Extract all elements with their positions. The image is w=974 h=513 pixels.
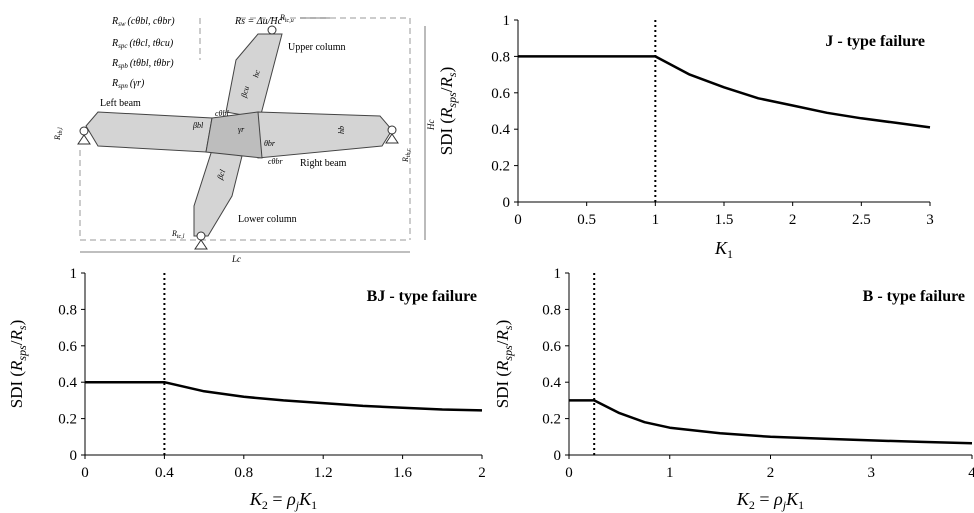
x-tick-label: 4: [968, 465, 974, 481]
support-bottom: [196, 231, 206, 241]
y-tick-label: 1: [503, 13, 511, 29]
label-r-cl: Rtc,l: [171, 229, 185, 240]
label-gamma: γr: [238, 125, 245, 134]
failure-type-label: B - type failure: [863, 288, 965, 305]
support-right: [387, 125, 397, 135]
x-tick-label: 2.5: [852, 212, 871, 228]
label-r-br: Rtb,r: [401, 148, 412, 163]
x-tick-label: 1: [652, 212, 660, 228]
left-beam-shape: [85, 111, 213, 153]
label-r-spb: Rspb (tθbl, tθbr): [111, 58, 174, 70]
label-lower-column: Lower column: [238, 214, 297, 225]
label-r-cu: Rtc,u: [279, 13, 294, 24]
failure-type-label: BJ - type failure: [367, 288, 477, 305]
y-axis-label: SDI (Rsps/Rs): [7, 320, 29, 409]
label-hc-inner: hc: [251, 68, 262, 78]
x-tick-label: 0.8: [234, 465, 253, 481]
y-tick-label: 0.2: [491, 159, 510, 175]
y-tick-label: 0.6: [58, 339, 77, 355]
failure-type-label: J - type failure: [825, 33, 925, 50]
y-tick-label: 0.2: [58, 412, 77, 428]
x-tick-label: 1: [666, 465, 674, 481]
support-left: [79, 126, 89, 136]
label-r-spn: Rspn (γr): [111, 78, 145, 90]
diagram-labels: Rsw (cθbl, cθbr) Rspc (tθcl, tθcu) Rspb (tθ…: [53, 13, 436, 264]
y-tick-label: 0.2: [542, 412, 561, 428]
label-lc: Lc: [231, 254, 241, 264]
y-tick-label: 0.6: [542, 339, 561, 355]
supports: [77, 25, 399, 250]
support-left-triangle: [77, 134, 91, 145]
label-beta-cl: βcl: [215, 168, 227, 182]
x-axis-label: K2 = ρjK1: [736, 489, 804, 512]
label-rs-formula: Rs = Δu/Hc: [234, 16, 283, 27]
right-beam-shape: [257, 111, 393, 159]
x-axis-label: K2 = ρjK1: [249, 489, 317, 512]
chart-bj-type: 0 0.2 0.4 0.6 0.8 1 0 0.4 0.8 1.2 1.6 2 BJ - type fa…: [7, 266, 486, 512]
y-tick-label: 0: [554, 448, 562, 464]
panel-zone-shape: [205, 111, 263, 159]
x-tick-label: 2: [767, 465, 775, 481]
x-tick-label: 0: [81, 465, 89, 481]
x-tick-label: 2: [478, 465, 486, 481]
x-tick-label: 0.5: [577, 212, 596, 228]
x-tick-label: 0.4: [155, 465, 174, 481]
label-beta-bl: βbl: [192, 121, 204, 130]
label-beta-cu: βcu: [239, 85, 251, 99]
series-line: [518, 55, 931, 129]
y-tick-label: 1: [554, 266, 562, 282]
label-right-beam: Right beam: [300, 158, 347, 169]
chart-b-type: 0 0.2 0.4 0.6 0.8 1 0 1 2 3 4 B - type failure SDI (…: [493, 266, 974, 512]
y-tick-label: 0.8: [491, 49, 510, 65]
support-right-triangle: [385, 133, 399, 144]
x-tick-label: 3: [868, 465, 876, 481]
label-theta-br: θbr: [264, 139, 276, 148]
y-tick-label: 0.4: [58, 375, 77, 391]
x-tick-label: 3: [926, 212, 934, 228]
y-tick-label: 1: [70, 266, 78, 282]
y-tick-label: 0: [503, 195, 511, 211]
support-bottom-triangle: [194, 239, 208, 250]
x-tick-label: 0: [514, 212, 522, 228]
x-tick-label: 1.5: [715, 212, 734, 228]
chart-j-type: 0 0.2 0.4 0.6 0.8 1 0 0.5 1 1.5 2 2.5 3 J - type fail…: [437, 13, 934, 261]
label-upper-column: Upper column: [288, 42, 346, 53]
y-tick-label: 0: [70, 448, 78, 464]
label-r-sw: Rsw (cθbl, cθbr): [111, 16, 175, 28]
y-tick-label: 0.8: [58, 302, 77, 318]
label-r-spc: Rspc (tθcl, tθcu): [111, 38, 174, 50]
series-line: [85, 380, 483, 412]
y-tick-label: 0.4: [542, 375, 561, 391]
joint-members: [85, 33, 393, 237]
support-top: [267, 25, 277, 35]
y-axis-label: SDI (Rsps/Rs): [493, 320, 515, 409]
x-tick-label: 0: [565, 465, 573, 481]
y-tick-label: 0.8: [542, 302, 561, 318]
y-axis-label: SDI (Rsps/Rs): [437, 67, 459, 156]
y-tick-label: 0.6: [491, 86, 510, 102]
label-hc: Hc: [426, 120, 436, 132]
lower-column-shape: [193, 149, 243, 237]
label-r-bl: Rtb,l: [53, 127, 64, 141]
series-line: [569, 399, 973, 445]
x-tick-label: 1.6: [393, 465, 412, 481]
label-theta-bl: cθbl: [215, 109, 229, 118]
joint-diagram: Rsw (cθbl, cθbr) Rspc (tθcl, tθcu) Rspb (tθ…: [53, 13, 436, 264]
label-theta-br-c: cθbr: [268, 157, 283, 166]
x-tick-label: 2: [789, 212, 797, 228]
label-left-beam: Left beam: [100, 98, 141, 109]
label-hb: hb: [337, 126, 346, 134]
dimension-lines: [80, 17, 426, 253]
x-axis-label: K1: [714, 238, 733, 261]
y-tick-label: 0.4: [491, 122, 510, 138]
x-tick-label: 1.2: [314, 465, 333, 481]
